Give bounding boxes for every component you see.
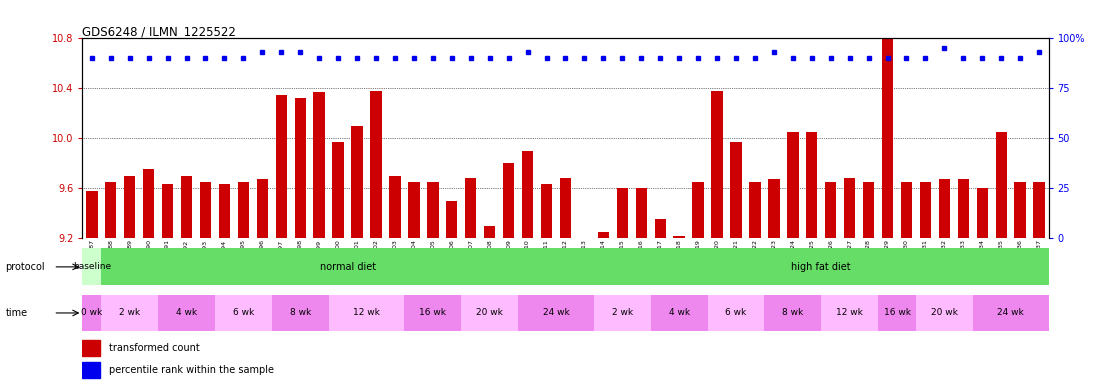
Bar xyxy=(503,163,514,238)
Bar xyxy=(957,179,970,238)
Bar xyxy=(484,225,495,238)
Bar xyxy=(101,248,594,285)
Bar xyxy=(124,176,135,238)
Bar xyxy=(769,179,780,238)
Bar xyxy=(693,182,704,238)
Bar xyxy=(446,200,458,238)
Text: 20 wk: 20 wk xyxy=(477,308,503,318)
Text: 4 wk: 4 wk xyxy=(176,308,198,318)
Bar xyxy=(594,248,1049,285)
Bar xyxy=(408,182,419,238)
Bar xyxy=(82,341,100,356)
Bar xyxy=(996,132,1007,238)
Text: 4 wk: 4 wk xyxy=(669,308,690,318)
Bar xyxy=(522,151,534,238)
Bar xyxy=(294,98,306,238)
Bar xyxy=(882,38,894,238)
Bar xyxy=(351,126,362,238)
Text: 20 wk: 20 wk xyxy=(931,308,957,318)
Bar xyxy=(200,182,211,238)
Bar xyxy=(276,94,287,238)
Bar xyxy=(272,295,328,331)
Text: 0 wk: 0 wk xyxy=(81,308,102,318)
Bar xyxy=(215,295,272,331)
Bar xyxy=(654,219,665,238)
Text: 16 wk: 16 wk xyxy=(884,308,910,318)
Text: 16 wk: 16 wk xyxy=(419,308,447,318)
Text: protocol: protocol xyxy=(5,262,45,272)
Bar xyxy=(237,182,249,238)
Bar xyxy=(158,295,215,331)
Bar xyxy=(560,178,571,238)
Bar xyxy=(518,295,594,331)
Bar xyxy=(82,295,101,331)
Bar xyxy=(617,188,628,238)
Text: percentile rank within the sample: percentile rank within the sample xyxy=(110,365,274,375)
Text: normal diet: normal diet xyxy=(320,262,376,272)
Bar xyxy=(651,295,707,331)
Bar xyxy=(939,179,950,238)
Bar xyxy=(579,238,590,244)
Bar xyxy=(863,182,874,238)
Bar xyxy=(916,295,973,331)
Bar xyxy=(333,142,344,238)
Bar xyxy=(730,142,741,238)
Text: 8 wk: 8 wk xyxy=(290,308,311,318)
Text: 2 wk: 2 wk xyxy=(120,308,141,318)
Text: 6 wk: 6 wk xyxy=(233,308,254,318)
Bar xyxy=(314,92,325,238)
Bar xyxy=(82,248,101,285)
Bar xyxy=(1015,182,1026,238)
Bar xyxy=(973,295,1049,331)
Bar xyxy=(1033,182,1045,238)
Text: 12 wk: 12 wk xyxy=(837,308,863,318)
Bar xyxy=(219,184,231,238)
Bar xyxy=(328,295,404,331)
Bar xyxy=(749,182,761,238)
Bar xyxy=(82,362,100,377)
Text: high fat diet: high fat diet xyxy=(792,262,851,272)
Text: GDS6248 / ILMN_1225522: GDS6248 / ILMN_1225522 xyxy=(82,25,236,38)
Bar xyxy=(844,178,855,238)
Bar xyxy=(257,179,268,238)
Text: 24 wk: 24 wk xyxy=(997,308,1024,318)
Text: baseline: baseline xyxy=(72,262,111,271)
Text: 8 wk: 8 wk xyxy=(782,308,804,318)
Bar xyxy=(597,232,609,238)
Bar xyxy=(101,295,158,331)
Text: 6 wk: 6 wk xyxy=(726,308,747,318)
Bar xyxy=(764,295,821,331)
Text: transformed count: transformed count xyxy=(110,343,200,353)
Bar xyxy=(370,91,382,238)
Bar xyxy=(673,235,685,238)
Bar xyxy=(806,132,817,238)
Bar xyxy=(900,182,912,238)
Bar xyxy=(878,295,916,331)
Bar xyxy=(712,91,722,238)
Text: 24 wk: 24 wk xyxy=(542,308,570,318)
Bar xyxy=(976,188,988,238)
Bar xyxy=(181,176,192,238)
Bar xyxy=(86,190,98,238)
Bar xyxy=(821,295,878,331)
Text: 2 wk: 2 wk xyxy=(612,308,632,318)
Bar xyxy=(105,182,116,238)
Bar xyxy=(143,169,155,238)
Bar xyxy=(636,188,647,238)
Text: 12 wk: 12 wk xyxy=(354,308,380,318)
Bar xyxy=(466,178,477,238)
Text: time: time xyxy=(5,308,27,318)
Bar xyxy=(461,295,518,331)
Bar xyxy=(707,295,764,331)
Bar xyxy=(787,132,798,238)
Bar xyxy=(427,182,438,238)
Bar xyxy=(825,182,837,238)
Bar xyxy=(594,295,651,331)
Bar xyxy=(390,176,401,238)
Bar xyxy=(920,182,931,238)
Bar xyxy=(161,184,173,238)
Bar xyxy=(541,184,552,238)
Bar xyxy=(404,295,461,331)
